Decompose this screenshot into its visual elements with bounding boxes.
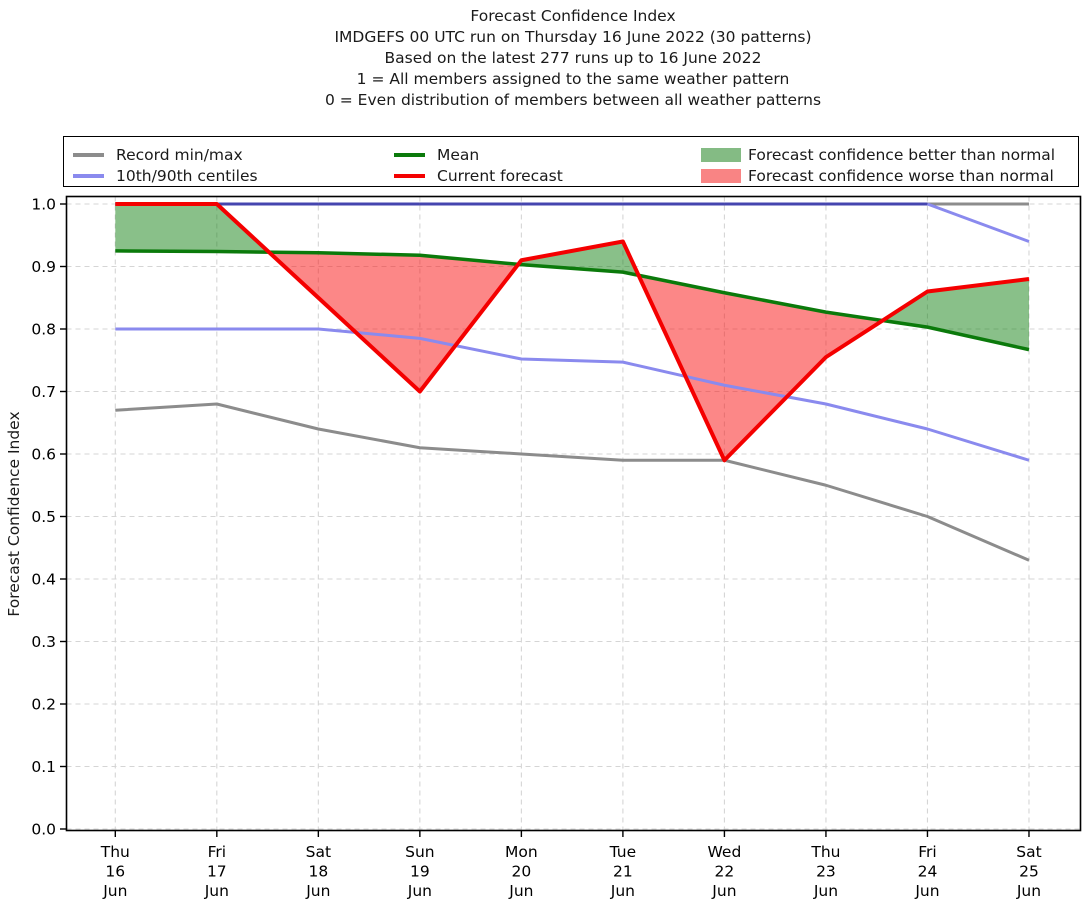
legend-label: Current forecast — [437, 166, 563, 185]
y-tick-label: 0.3 — [31, 633, 56, 651]
x-tick-label: 20 — [512, 863, 532, 881]
y-tick-label: 0.9 — [31, 258, 56, 276]
legend-label: Forecast confidence better than normal — [748, 145, 1056, 164]
legend-line-swatch — [73, 152, 104, 157]
x-tick-label: Sun — [405, 843, 435, 861]
title-line-4: 1 = All members assigned to the same wea… — [356, 70, 790, 88]
x-tick-label: Mon — [505, 843, 538, 861]
x-tick-label: Fri — [918, 843, 936, 861]
x-tick-label: Sat — [306, 843, 331, 861]
fill-better-than-normal — [115, 204, 269, 253]
x-tick-label: Sat — [1016, 843, 1041, 861]
fill-better-than-normal — [882, 279, 1029, 350]
x-tick-label: Jun — [508, 882, 533, 900]
legend-line-swatch — [394, 173, 425, 178]
title-line-2: IMDGEFS 00 UTC run on Thursday 16 June 2… — [334, 28, 812, 46]
legend-line-swatch — [394, 152, 425, 157]
legend: Record min/max 10th/90th centiles Mean Curr… — [63, 136, 1079, 187]
y-tick-label: 0.5 — [31, 508, 56, 526]
fill-better-than-normal — [518, 241, 639, 276]
chart-title-block: Forecast Confidence Index IMDGEFS 00 UTC… — [54, 6, 1092, 111]
x-tick-label: Tue — [609, 843, 636, 861]
title-line-5: 0 = Even distribution of members between… — [324, 91, 822, 109]
legend-item: Forecast confidence worse than normal — [701, 165, 1055, 186]
legend-patch-swatch — [701, 147, 741, 162]
legend-label: Mean — [437, 145, 480, 164]
x-tick-label: 21 — [613, 863, 633, 881]
legend-label: Record min/max — [116, 145, 243, 164]
y-tick-label: 0.6 — [31, 446, 56, 464]
plot-border — [65, 195, 1082, 832]
x-tick-label: Jun — [305, 882, 330, 900]
series-current — [115, 202, 1030, 463]
y-tick-label: 1.0 — [31, 196, 56, 214]
x-tick-label: 19 — [410, 863, 430, 881]
legend-column-2: Mean Current forecast — [394, 144, 563, 186]
y-tick-label: 0.8 — [31, 321, 56, 339]
y-tick-label: 0.0 — [31, 821, 56, 839]
x-tick-label: 22 — [715, 863, 735, 881]
x-tick-label: Jun — [1016, 882, 1041, 900]
legend-item: Current forecast — [394, 165, 563, 186]
x-tick-label: Jun — [711, 882, 736, 900]
y-tick-label: 0.2 — [31, 696, 56, 714]
legend-item: Record min/max — [73, 144, 258, 165]
y-tick-label: 0.7 — [31, 383, 56, 401]
title-line-3: Based on the latest 277 runs up to 16 Ju… — [384, 49, 762, 67]
x-tick-label: Thu — [810, 843, 840, 861]
fill-worse-than-normal — [638, 275, 883, 461]
x-tick-label: 24 — [918, 863, 938, 881]
x-tick-label: Thu — [100, 843, 130, 861]
x-tick-label: 18 — [308, 863, 328, 881]
legend-label: Forecast confidence worse than normal — [748, 166, 1054, 185]
legend-patch-swatch — [701, 168, 741, 183]
x-tick-label: Jun — [102, 882, 127, 900]
x-tick-label: 17 — [207, 863, 227, 881]
x-tick-label: Fri — [208, 843, 226, 861]
y-tick-label: 0.1 — [31, 758, 56, 776]
legend-label: 10th/90th centiles — [116, 166, 258, 185]
series-centile_90 — [926, 202, 1030, 243]
x-tick-label: 23 — [816, 863, 836, 881]
series-record_min — [115, 402, 1030, 562]
legend-line-swatch — [73, 173, 104, 178]
x-tick-label: 16 — [105, 863, 125, 881]
y-tick-label: 0.4 — [31, 571, 56, 589]
x-tick-label: Wed — [708, 843, 742, 861]
title-line-1: Forecast Confidence Index — [470, 7, 676, 25]
legend-column-1: Record min/max 10th/90th centiles — [73, 144, 258, 186]
x-tick-label: Jun — [204, 882, 229, 900]
series-centile_10 — [115, 327, 1030, 462]
x-tick-label: Jun — [407, 882, 432, 900]
legend-item: 10th/90th centiles — [73, 165, 258, 186]
fill-worse-than-normal — [268, 252, 519, 392]
legend-column-3: Forecast confidence better than normal Fo… — [701, 144, 1055, 186]
x-tick-label: 25 — [1019, 863, 1039, 881]
x-tick-label: Jun — [610, 882, 635, 900]
legend-item: Mean — [394, 144, 563, 165]
legend-item: Forecast confidence better than normal — [701, 144, 1055, 165]
x-tick-label: Jun — [813, 882, 838, 900]
x-tick-label: Jun — [914, 882, 939, 900]
